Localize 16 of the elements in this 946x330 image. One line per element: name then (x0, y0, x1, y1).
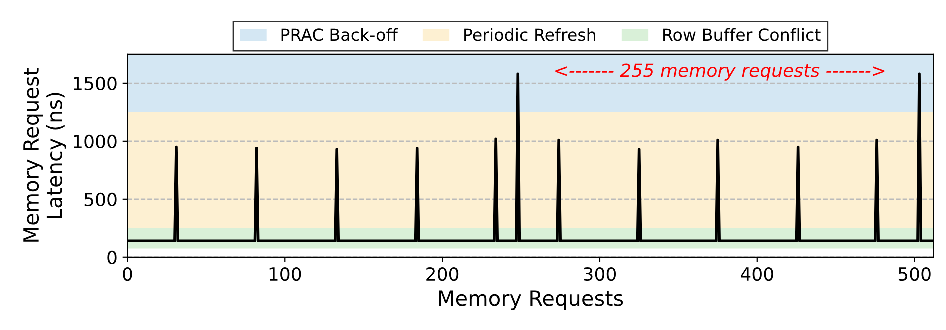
x-tick-label: 500 (898, 267, 931, 282)
legend-label: PRAC Back-off (282, 28, 398, 42)
x-tick-label: 100 (270, 267, 302, 282)
legend-label: Row Buffer Conflict (664, 28, 821, 42)
x-tick-label: 400 (741, 267, 774, 282)
y-tick-label: 500 (84, 192, 117, 207)
y-axis-title: Memory Request Latency (ns) (24, 68, 66, 242)
legend-label: Periodic Refresh (464, 28, 596, 42)
y-tick-label: 0 (108, 250, 117, 265)
annotation: <------- 255 memory requests -------> (556, 64, 885, 81)
y-tick-label: 1500 (74, 76, 117, 91)
x-tick-label: 0 (123, 267, 132, 282)
x-tick-label: 200 (426, 267, 459, 282)
y-tick-label: 1000 (74, 134, 117, 149)
x-axis-title: Memory Requests (439, 290, 624, 310)
x-tick-label: 300 (584, 267, 616, 282)
